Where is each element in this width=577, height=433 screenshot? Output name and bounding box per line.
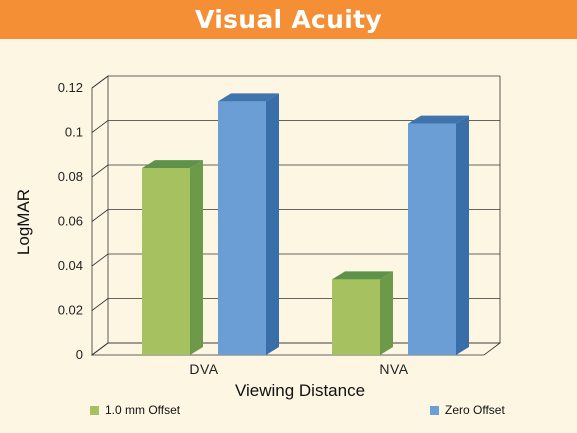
y-tick-label: 0 — [76, 347, 83, 362]
legend-item-1: 1.0 mm Offset — [90, 403, 180, 417]
bar-2-nva-top — [408, 115, 469, 124]
x-tick-label: NVA — [379, 361, 408, 377]
gridline-slant — [91, 253, 109, 267]
legend-label-1: 1.0 mm Offset — [105, 403, 181, 417]
x-axis-title: Viewing Distance — [235, 381, 365, 400]
bar-1-nva-side — [380, 271, 393, 355]
bar-1-nva-top — [332, 271, 393, 280]
gridline-slant — [91, 164, 109, 178]
bar-2-nva-front — [408, 123, 456, 355]
bar-2-dva-front — [218, 101, 266, 355]
y-tick-label: 0.02 — [58, 303, 83, 318]
y-tick-label: 0.04 — [58, 258, 83, 273]
legend-swatch-2 — [430, 405, 439, 415]
bar-2-nva-side — [456, 115, 469, 355]
gridline-slant — [91, 120, 109, 133]
bar-2-dva-top — [218, 93, 279, 102]
legend-label-2: Zero Offset — [445, 403, 505, 417]
bar-1-dva-front — [142, 168, 190, 355]
bar-1-dva-side — [190, 160, 203, 355]
x-tick-label: DVA — [189, 361, 218, 377]
legend-item-2: Zero Offset — [430, 403, 505, 417]
chart-title: Visual Acuity — [195, 5, 382, 34]
bar-1-nva-front — [332, 279, 380, 355]
gridline-slant — [91, 209, 109, 222]
gridline-slant — [91, 298, 109, 311]
title-bar: Visual Acuity — [0, 0, 577, 39]
y-tick-label: 0.1 — [65, 125, 83, 140]
gridline-slant — [91, 342, 109, 356]
y-tick-label: 0.06 — [58, 214, 83, 229]
bar-2-dva-side — [266, 93, 279, 355]
bar-1-dva-top — [142, 160, 203, 169]
y-tick-label: 0.08 — [58, 169, 83, 184]
gridline-slant — [91, 75, 109, 89]
y-axis-title: LogMAR — [14, 189, 33, 255]
legend-swatch-1 — [90, 405, 99, 415]
y-tick-label: 0.12 — [58, 80, 83, 95]
